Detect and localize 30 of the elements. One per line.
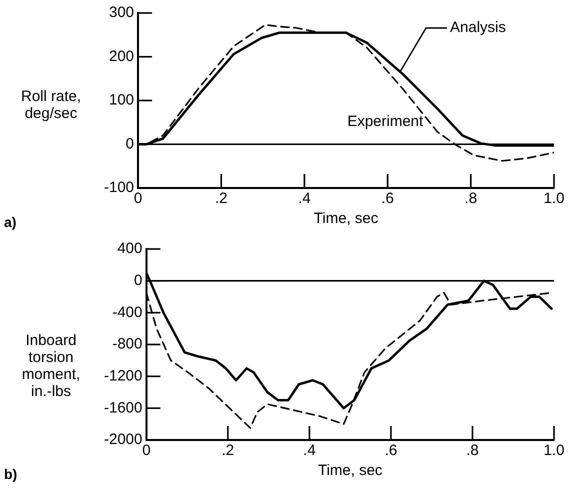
x-tick-label: .4	[303, 442, 316, 460]
x-tick-label: .8	[466, 442, 479, 460]
x-tick-label: .8	[464, 190, 478, 208]
y-axis-title: Inboard torsion moment, in.-lbs	[20, 332, 82, 400]
y-tick-label: 0	[126, 135, 134, 152]
y-tick-label: 300	[108, 4, 134, 22]
x-axis-title: Time, sec	[314, 210, 379, 228]
y-tick-label: -100	[104, 179, 134, 196]
x-tick-label: .6	[381, 190, 394, 208]
series-label: Experiment	[347, 112, 424, 130]
y-tick-label: -1200	[104, 367, 142, 384]
y-tick-label: -400	[112, 304, 142, 321]
x-tick-label: .2	[222, 442, 234, 460]
y-tick-label: -800	[112, 336, 142, 353]
y-tick-label: 100	[108, 92, 134, 109]
y-axis-title: Roll rate, deg/sec	[20, 88, 82, 122]
x-tick-label: .2	[214, 190, 228, 208]
text: a)	[4, 214, 16, 230]
y-tick-label: -1600	[104, 399, 142, 416]
text: Analysis	[450, 19, 506, 36]
y-tick-label: 0	[134, 272, 142, 289]
x-axis-title: Time, sec	[318, 462, 383, 480]
y-tick-label: 400	[117, 240, 142, 258]
text: b)	[4, 466, 18, 482]
x-tick-label: 1.0	[544, 190, 564, 208]
x-tick-label: .4	[298, 190, 311, 208]
y-tick-label: -2000	[104, 431, 142, 448]
x-tick-label: 1.0	[544, 442, 564, 460]
y-tick-label: 200	[108, 48, 134, 65]
x-tick-label: .6	[384, 442, 398, 460]
